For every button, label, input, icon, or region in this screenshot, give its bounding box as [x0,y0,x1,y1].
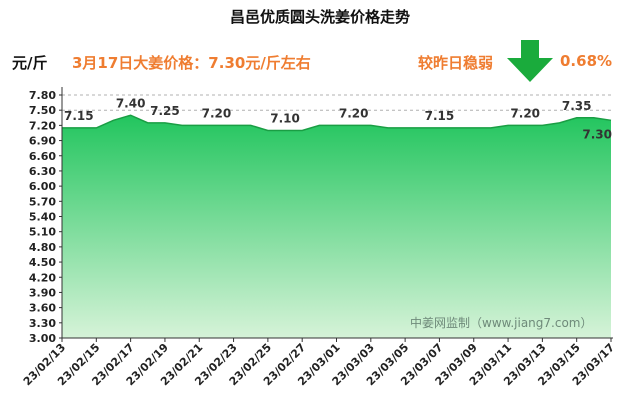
y-tick-label: 6.30 [29,165,56,178]
data-label: 7.20 [510,106,540,120]
data-label: 7.35 [562,99,592,113]
price-line [62,114,612,132]
y-tick-label: 3.90 [29,286,56,299]
data-label: 7.20 [202,106,232,120]
data-label: 7.30 [582,127,612,141]
y-tick-label: 4.20 [29,271,56,284]
y-tick-label: 6.00 [29,180,56,193]
page-title: 昌邑优质圆头洗姜价格走势 [229,8,410,26]
data-label: 7.10 [270,111,300,125]
y-unit-label: 元/斤 [12,54,48,72]
price-summary: 3月17日大姜价格：7.30元/斤左右 [72,54,311,72]
y-tick-label: 6.60 [29,150,56,163]
y-tick-label: 5.40 [29,211,56,224]
y-tick-label: 3.00 [29,332,56,345]
y-tick-label: 7.50 [29,104,56,117]
data-label: 7.15 [64,109,94,123]
change-label: 较昨日稳弱 [418,54,494,72]
y-tick-label: 5.10 [29,226,56,239]
price-area [62,115,611,338]
watermark: 中姜网监制（www.jiang7.com） [410,315,592,330]
data-label: 7.40 [116,96,146,110]
data-label: 7.20 [339,106,369,120]
y-tick-label: 4.50 [29,256,56,269]
y-tick-label: 3.30 [29,317,56,330]
y-tick-label: 7.20 [29,119,56,132]
data-label: 7.15 [425,109,455,123]
data-label: 7.25 [150,104,180,118]
y-tick-label: 3.60 [29,302,56,315]
y-tick-label: 7.80 [29,89,56,102]
down-arrow-icon [507,40,553,82]
change-percent: 0.68% [560,52,613,70]
y-tick-label: 5.70 [29,195,56,208]
y-tick-label: 6.90 [29,135,56,148]
y-tick-label: 4.80 [29,241,56,254]
